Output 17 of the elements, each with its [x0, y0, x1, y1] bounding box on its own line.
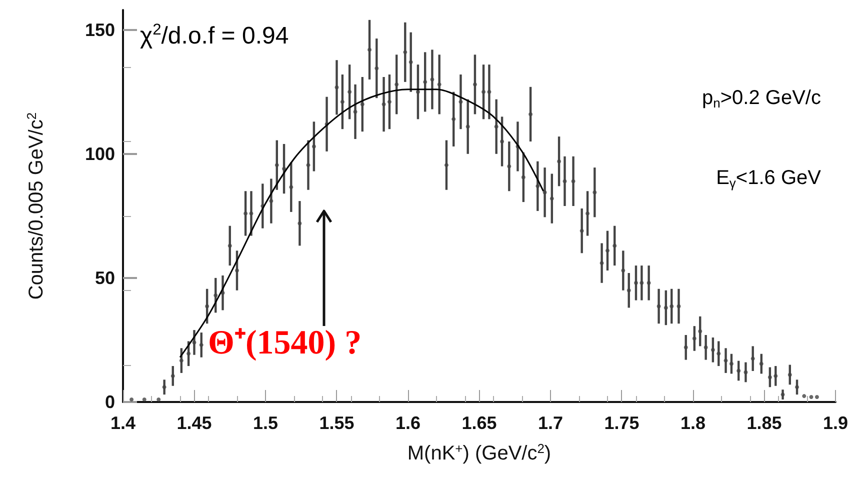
x-tick-label: 1.6	[395, 413, 421, 433]
x-tick-label: 1.65	[462, 413, 497, 433]
x-tick-label: 1.45	[176, 413, 212, 433]
y-axis-title: Counts/0.005 GeV/c2	[24, 112, 48, 300]
x-tick-label: 1.9	[822, 413, 848, 433]
y-tick-label: 100	[84, 144, 115, 164]
x-tick-label: 1.4	[110, 413, 136, 433]
x-tick-label: 1.8	[680, 413, 706, 433]
x-tick-label: 1.7	[538, 413, 564, 433]
y-tick-label: 50	[94, 268, 115, 288]
x-tick-label: 1.55	[319, 413, 354, 433]
y-tick-label: 150	[84, 20, 115, 40]
annotation: Θ⁺(1540) ?	[208, 324, 362, 362]
x-tick-label: 1.85	[746, 413, 782, 433]
x-tick-label: 1.75	[604, 413, 640, 433]
y-tick-label: 0	[104, 392, 115, 412]
x-tick-label: 1.5	[252, 413, 278, 433]
